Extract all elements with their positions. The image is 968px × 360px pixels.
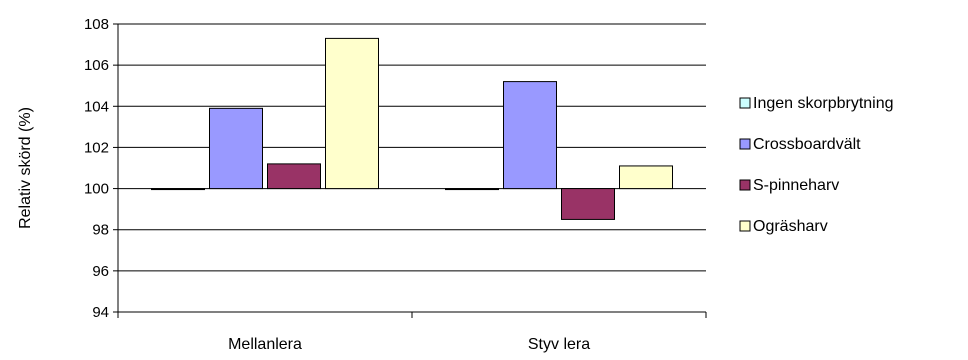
bars	[151, 37, 673, 220]
legend-swatch	[739, 97, 751, 109]
bar	[209, 107, 263, 190]
y-tick-label: 98	[92, 222, 109, 239]
y-tick-label: 102	[84, 139, 109, 156]
bar	[445, 188, 499, 191]
gridlines	[118, 23, 706, 272]
legend-label: S-pinneharv	[753, 177, 839, 194]
legend-swatch	[739, 220, 751, 232]
axes	[113, 23, 707, 318]
legend: Ingen skorpbrytning Crossboardvält S-pinne…	[739, 95, 894, 235]
bar	[503, 81, 557, 190]
y-tick-label: 108	[84, 16, 109, 33]
bar	[325, 37, 379, 190]
legend-label: Crossboardvält	[753, 136, 861, 153]
y-axis-label: Relativ skörd (%)	[17, 107, 34, 229]
category-label: Styv lera	[528, 336, 590, 353]
category-label: Mellanlera	[228, 336, 302, 353]
category-labels: Mellanlera Styv lera	[228, 336, 590, 353]
bar	[619, 165, 673, 190]
legend-label: Ingen skorpbrytning	[753, 95, 894, 112]
y-tick-label: 96	[92, 263, 109, 280]
bar	[151, 188, 205, 191]
legend-label: Ogräsharv	[753, 218, 828, 235]
bar	[561, 188, 615, 220]
y-tick-label: 104	[84, 98, 109, 115]
y-tick-label: 100	[84, 181, 109, 198]
legend-swatch	[739, 138, 751, 150]
y-tick-label: 94	[92, 304, 109, 321]
y-tick-labels: 94 96 98 100 102 104 106 108	[84, 16, 109, 321]
bar	[267, 163, 321, 190]
y-tick-label: 106	[84, 57, 109, 74]
legend-swatch	[739, 179, 751, 191]
